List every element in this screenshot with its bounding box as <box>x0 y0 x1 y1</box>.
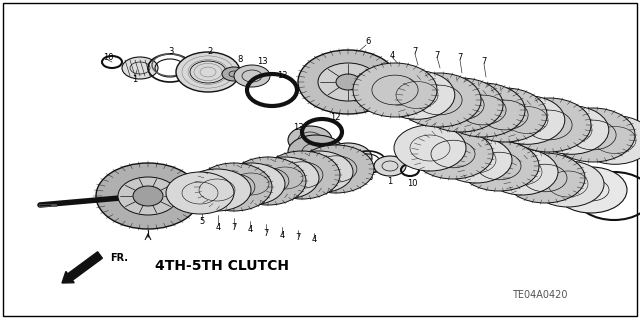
Ellipse shape <box>459 141 539 191</box>
Ellipse shape <box>507 98 591 152</box>
Ellipse shape <box>394 125 466 171</box>
Text: 1: 1 <box>387 176 392 186</box>
Ellipse shape <box>555 167 627 213</box>
Ellipse shape <box>505 153 585 203</box>
Text: 4: 4 <box>312 235 317 244</box>
Text: 5: 5 <box>547 159 552 167</box>
Ellipse shape <box>166 172 234 214</box>
Text: 13: 13 <box>257 57 268 66</box>
Text: 7: 7 <box>481 57 486 66</box>
Ellipse shape <box>298 50 398 114</box>
Text: 6: 6 <box>365 38 371 47</box>
Ellipse shape <box>379 71 455 119</box>
Ellipse shape <box>196 163 272 211</box>
Ellipse shape <box>222 67 246 81</box>
Text: 13: 13 <box>292 123 303 132</box>
Ellipse shape <box>118 177 178 215</box>
Text: 7: 7 <box>263 228 269 238</box>
Text: 3: 3 <box>367 174 372 182</box>
Text: 4: 4 <box>216 222 221 232</box>
Text: 9: 9 <box>301 160 307 169</box>
Ellipse shape <box>551 108 635 162</box>
Text: 7: 7 <box>435 50 440 60</box>
Ellipse shape <box>324 143 372 173</box>
Text: 4: 4 <box>476 139 481 149</box>
Text: 7: 7 <box>499 145 505 154</box>
Ellipse shape <box>251 157 319 199</box>
Ellipse shape <box>577 116 640 164</box>
Text: 4: 4 <box>248 226 253 234</box>
Ellipse shape <box>532 161 604 207</box>
Text: 4TH-5TH CLUTCH: 4TH-5TH CLUTCH <box>155 259 289 273</box>
FancyArrow shape <box>62 252 102 283</box>
Text: 1: 1 <box>132 76 138 85</box>
Text: 7: 7 <box>412 48 418 56</box>
Ellipse shape <box>440 137 512 183</box>
Ellipse shape <box>397 73 481 127</box>
Text: 10: 10 <box>103 53 113 62</box>
Ellipse shape <box>486 149 558 195</box>
Ellipse shape <box>353 63 437 117</box>
Ellipse shape <box>489 96 564 144</box>
Ellipse shape <box>183 169 251 211</box>
Ellipse shape <box>285 151 353 193</box>
Ellipse shape <box>336 74 360 90</box>
Text: 4: 4 <box>280 232 285 241</box>
Text: 7: 7 <box>295 234 301 242</box>
Ellipse shape <box>176 52 240 92</box>
Ellipse shape <box>217 163 285 205</box>
Ellipse shape <box>419 78 503 132</box>
Text: 8: 8 <box>237 56 243 64</box>
Text: 4: 4 <box>524 153 529 162</box>
Ellipse shape <box>441 83 525 137</box>
Ellipse shape <box>463 88 547 142</box>
Text: 5: 5 <box>200 218 205 226</box>
Ellipse shape <box>288 126 332 154</box>
Ellipse shape <box>264 151 340 199</box>
Ellipse shape <box>230 157 306 205</box>
Text: FR.: FR. <box>110 253 128 263</box>
Ellipse shape <box>133 186 163 206</box>
Ellipse shape <box>413 129 493 179</box>
Text: 12: 12 <box>330 114 340 122</box>
Ellipse shape <box>298 145 374 193</box>
Text: 7: 7 <box>231 224 237 233</box>
Text: 7: 7 <box>452 133 458 143</box>
Text: 2: 2 <box>346 170 351 180</box>
Ellipse shape <box>533 106 609 154</box>
Ellipse shape <box>234 65 270 87</box>
Ellipse shape <box>288 135 344 169</box>
Text: 3: 3 <box>168 48 173 56</box>
Ellipse shape <box>96 163 200 229</box>
Ellipse shape <box>122 57 158 79</box>
Text: 10: 10 <box>407 179 417 188</box>
Text: 11: 11 <box>571 166 581 174</box>
Text: 4: 4 <box>429 128 435 137</box>
Ellipse shape <box>374 156 406 176</box>
Text: 2: 2 <box>207 48 212 56</box>
Text: TE04A0420: TE04A0420 <box>512 290 568 300</box>
Text: 12: 12 <box>276 71 287 80</box>
Text: 4: 4 <box>389 50 395 60</box>
Text: 7: 7 <box>458 54 463 63</box>
Ellipse shape <box>318 63 378 101</box>
